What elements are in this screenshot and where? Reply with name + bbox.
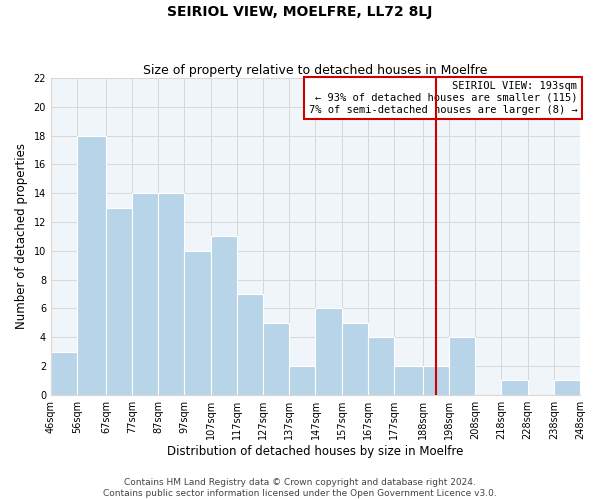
Bar: [77, 136, 106, 394]
Bar: [554, 380, 580, 394]
Bar: [423, 366, 449, 394]
Bar: [341, 323, 368, 394]
Bar: [51, 352, 77, 395]
Bar: [263, 323, 289, 394]
Bar: [106, 208, 132, 394]
Bar: [289, 366, 316, 394]
Bar: [316, 308, 341, 394]
Text: SEIRIOL VIEW, MOELFRE, LL72 8LJ: SEIRIOL VIEW, MOELFRE, LL72 8LJ: [167, 5, 433, 19]
Bar: [237, 294, 263, 394]
Bar: [502, 380, 527, 394]
Title: Size of property relative to detached houses in Moelfre: Size of property relative to detached ho…: [143, 64, 488, 77]
Bar: [394, 366, 423, 394]
Bar: [368, 337, 394, 394]
Bar: [211, 236, 237, 394]
Text: SEIRIOL VIEW: 193sqm
← 93% of detached houses are smaller (115)
7% of semi-detac: SEIRIOL VIEW: 193sqm ← 93% of detached h…: [308, 82, 577, 114]
Bar: [449, 337, 475, 394]
Text: Contains HM Land Registry data © Crown copyright and database right 2024.
Contai: Contains HM Land Registry data © Crown c…: [103, 478, 497, 498]
Y-axis label: Number of detached properties: Number of detached properties: [15, 144, 28, 330]
Bar: [158, 194, 184, 394]
Bar: [132, 194, 158, 394]
Bar: [184, 251, 211, 394]
X-axis label: Distribution of detached houses by size in Moelfre: Distribution of detached houses by size …: [167, 444, 464, 458]
